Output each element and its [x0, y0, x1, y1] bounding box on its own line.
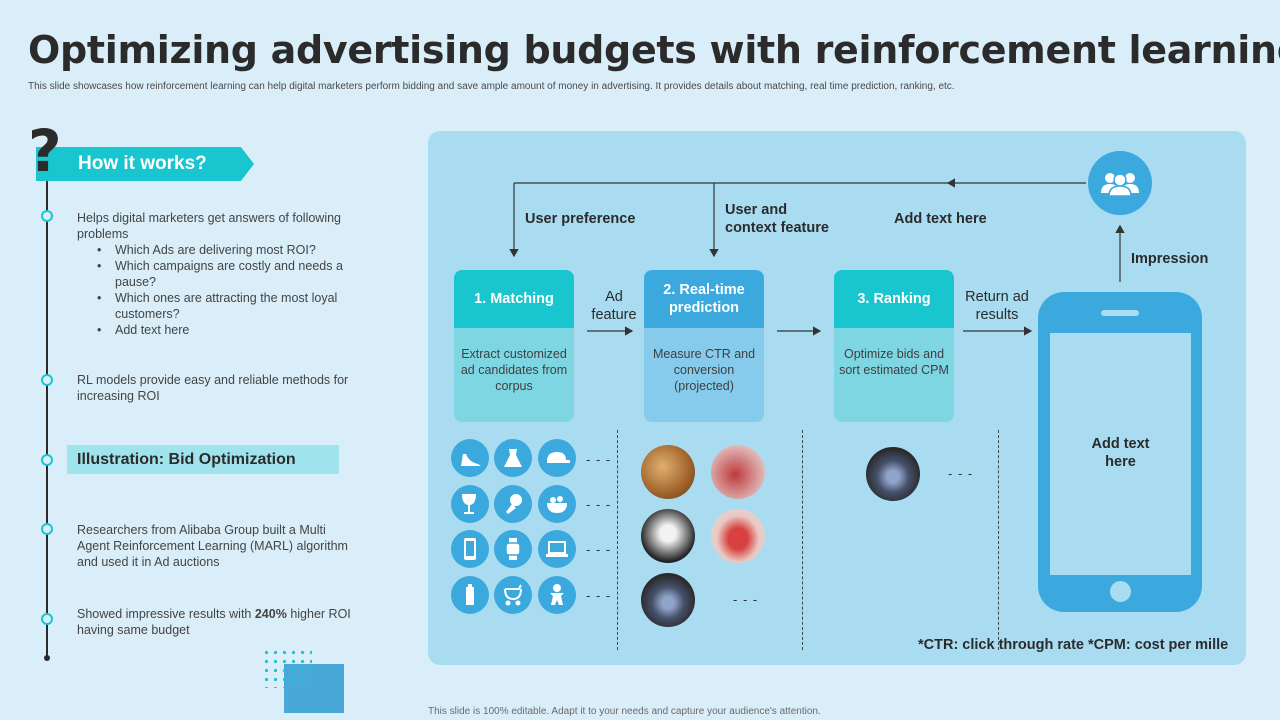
timeline-line [46, 180, 48, 658]
smartwatch-icon [494, 530, 532, 568]
timeline-dot [41, 454, 53, 466]
point-problems: Helps digital marketers get answers of f… [77, 210, 352, 338]
phone-text-1: Add text [1091, 436, 1150, 452]
divider-dashed [998, 430, 999, 650]
ellipsis-dashes: - - - [586, 452, 612, 467]
label-context-2: context feature [725, 220, 829, 236]
phone-text-2: here [1105, 454, 1136, 470]
results-text-a: Showed impressive results with [77, 607, 255, 621]
list-item: Which ones are attracting the most loyal… [95, 290, 352, 322]
card-ranking-body: Optimize bids and sort estimated CPM [834, 328, 954, 422]
dress-icon [494, 439, 532, 477]
salad-bowl-icon [538, 485, 576, 523]
label-return-1: Return ad [965, 289, 1029, 305]
gingerbread-icon [538, 576, 576, 614]
card-ranking-title: 3. Ranking [834, 270, 954, 328]
label-ad-feature-2: feature [591, 307, 637, 323]
point-rl-models: RL models provide easy and reliable meth… [77, 373, 349, 403]
card-matching-body: Extract customized ad candidates from co… [454, 328, 574, 422]
red-dress-photo [711, 509, 765, 563]
point-problems-intro: Helps digital marketers get answers of f… [77, 211, 342, 241]
card-prediction-title: 2. Real-time prediction [644, 270, 764, 328]
timeline-dot [41, 210, 53, 222]
label-context-1: User and [725, 202, 788, 218]
label-impression: Impression [1131, 251, 1209, 267]
list-item: Which campaigns are costly and needs a p… [95, 258, 352, 290]
smartphone-icon [451, 530, 489, 568]
timeline-dot [41, 523, 53, 535]
label-ad-feature-1: Ad [605, 289, 623, 305]
illustration-label: Illustration: Bid Optimization [77, 451, 296, 468]
page-subtitle: This slide showcases how reinforcement l… [28, 81, 955, 92]
label-return-2: results [975, 307, 1019, 323]
stroller-icon [494, 576, 532, 614]
abbreviation-note: *CTR: click through rate *CPM: cost per … [918, 637, 1229, 653]
point-results: Showed impressive results with 240% high… [77, 606, 352, 638]
list-item: Which Ads are delivering most ROI? [95, 242, 352, 258]
timeline-end-dot [44, 655, 50, 661]
ellipsis-dashes: - - - [586, 588, 612, 603]
question-mark-icon: ? [28, 117, 62, 185]
label-add-text: Add text here [894, 211, 987, 227]
decorative-dot-grid [262, 648, 312, 688]
point-alibaba: Researchers from Alibaba Group built a M… [77, 523, 348, 569]
phone-speaker [1101, 310, 1139, 316]
timeline-dot [41, 613, 53, 625]
page-title: Optimizing advertising budgets with rein… [28, 28, 1280, 72]
timeline-dot [41, 374, 53, 386]
cap-icon [538, 439, 576, 477]
robot-photo [641, 509, 695, 563]
problems-list: Which Ads are delivering most ROI? Which… [95, 242, 352, 338]
heel-shoe-icon [451, 439, 489, 477]
red-heel-photo [711, 445, 765, 499]
how-it-works-label: How it works? [78, 153, 207, 174]
card-matching-title: 1. Matching [454, 270, 574, 328]
results-text-b: higher ROI having same budget [77, 607, 351, 637]
divider-dashed [802, 430, 803, 650]
ellipsis-dashes: - - - [948, 466, 974, 481]
footer-note: This slide is 100% editable. Adapt it to… [428, 706, 821, 717]
list-item: Add text here [95, 322, 352, 338]
phone-home-button [1110, 581, 1131, 602]
card-prediction-body: Measure CTR and conversion (projected) [644, 328, 764, 422]
baby-bottle-icon [451, 576, 489, 614]
drumstick-icon [494, 485, 532, 523]
food-photo [641, 445, 695, 499]
toy-robot-photo [641, 573, 695, 627]
wine-glass-icon [451, 485, 489, 523]
ellipsis-dashes: - - - [586, 542, 612, 557]
toy-robot-photo [866, 447, 920, 501]
ellipsis-dashes: - - - [586, 497, 612, 512]
ellipsis-dashes: - - - [733, 592, 759, 607]
results-highlight: 240% [254, 607, 287, 621]
how-it-works-banner [36, 147, 254, 181]
laptop-icon [538, 530, 576, 568]
illustration-banner [67, 445, 339, 474]
users-icon [1088, 151, 1152, 215]
divider-dashed [617, 430, 618, 650]
label-user-preference: User preference [525, 211, 636, 227]
phone-screen [1050, 333, 1191, 575]
